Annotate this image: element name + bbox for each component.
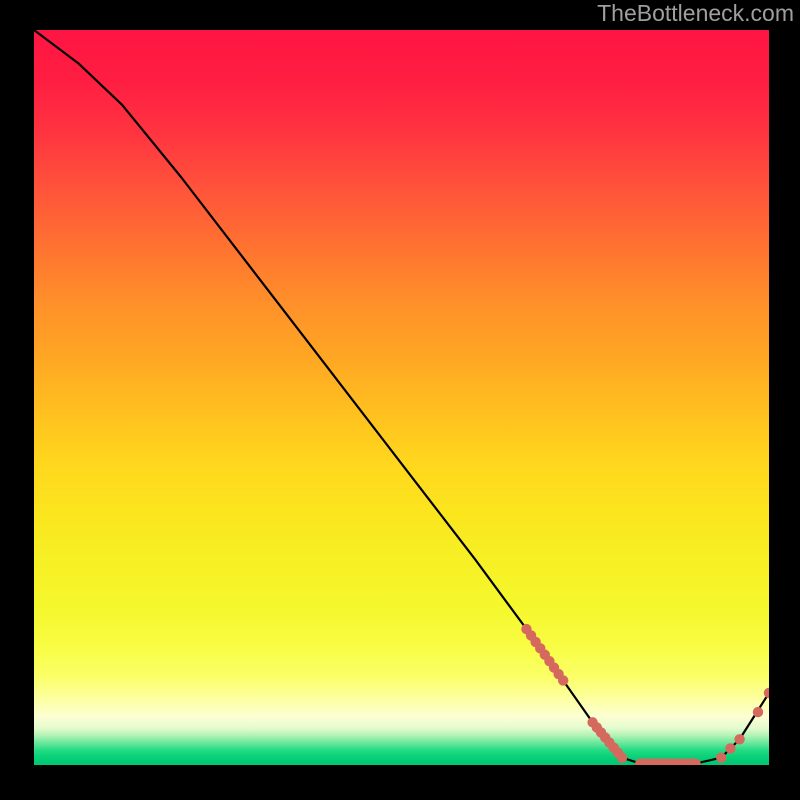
marker-group [521,624,769,765]
watermark-text: TheBottleneck.com [597,2,794,25]
data-marker [734,734,744,744]
data-marker [617,752,627,762]
data-marker [716,752,726,762]
data-marker [558,675,568,685]
plot-area [34,30,769,765]
data-marker [764,688,769,698]
data-marker [725,743,735,753]
data-marker [753,707,763,717]
bottleneck-curve [34,30,769,764]
chart-svg [34,30,769,765]
frame: TheBottleneck.com [0,0,800,800]
